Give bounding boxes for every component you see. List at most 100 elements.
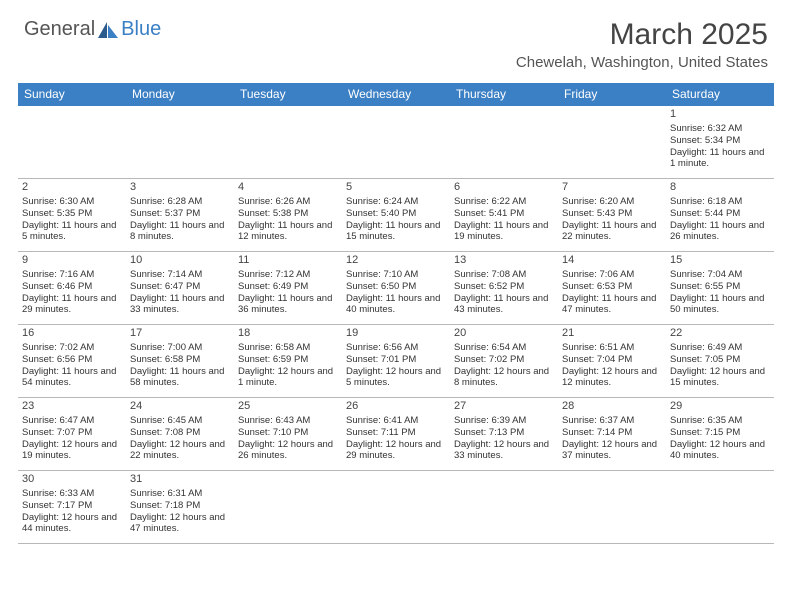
sunrise-text: Sunrise: 6:37 AM bbox=[562, 415, 662, 427]
daylight-text: Daylight: 11 hours and 29 minutes. bbox=[22, 293, 122, 317]
daylight-text: Daylight: 12 hours and 12 minutes. bbox=[562, 366, 662, 390]
empty-cell bbox=[126, 106, 234, 179]
sunrise-text: Sunrise: 6:31 AM bbox=[130, 488, 230, 500]
day-header: Wednesday bbox=[342, 83, 450, 106]
day-cell: 13Sunrise: 7:08 AMSunset: 6:52 PMDayligh… bbox=[450, 252, 558, 325]
day-number: 31 bbox=[130, 473, 230, 487]
day-number: 17 bbox=[130, 327, 230, 341]
day-cell: 27Sunrise: 6:39 AMSunset: 7:13 PMDayligh… bbox=[450, 398, 558, 471]
sunrise-text: Sunrise: 7:16 AM bbox=[22, 269, 122, 281]
sunset-text: Sunset: 6:58 PM bbox=[130, 354, 230, 366]
day-cell: 19Sunrise: 6:56 AMSunset: 7:01 PMDayligh… bbox=[342, 325, 450, 398]
sunset-text: Sunset: 7:18 PM bbox=[130, 500, 230, 512]
sunset-text: Sunset: 6:50 PM bbox=[346, 281, 446, 293]
empty-cell bbox=[666, 471, 774, 544]
sunrise-text: Sunrise: 6:22 AM bbox=[454, 196, 554, 208]
sunrise-text: Sunrise: 6:54 AM bbox=[454, 342, 554, 354]
day-number: 28 bbox=[562, 400, 662, 414]
empty-cell bbox=[450, 106, 558, 179]
sunset-text: Sunset: 5:38 PM bbox=[238, 208, 338, 220]
day-number: 12 bbox=[346, 254, 446, 268]
daylight-text: Daylight: 11 hours and 8 minutes. bbox=[130, 220, 230, 244]
daylight-text: Daylight: 12 hours and 37 minutes. bbox=[562, 439, 662, 463]
logo: General Blue bbox=[24, 18, 161, 41]
day-cell: 24Sunrise: 6:45 AMSunset: 7:08 PMDayligh… bbox=[126, 398, 234, 471]
sunrise-text: Sunrise: 6:39 AM bbox=[454, 415, 554, 427]
day-cell: 23Sunrise: 6:47 AMSunset: 7:07 PMDayligh… bbox=[18, 398, 126, 471]
day-cell: 6Sunrise: 6:22 AMSunset: 5:41 PMDaylight… bbox=[450, 179, 558, 252]
sunset-text: Sunset: 7:11 PM bbox=[346, 427, 446, 439]
title-block: March 2025 Chewelah, Washington, United … bbox=[516, 18, 768, 71]
logo-sail-icon bbox=[97, 21, 119, 39]
day-number: 5 bbox=[346, 181, 446, 195]
sunrise-text: Sunrise: 6:18 AM bbox=[670, 196, 770, 208]
day-cell: 17Sunrise: 7:00 AMSunset: 6:58 PMDayligh… bbox=[126, 325, 234, 398]
empty-cell bbox=[18, 106, 126, 179]
day-cell: 29Sunrise: 6:35 AMSunset: 7:15 PMDayligh… bbox=[666, 398, 774, 471]
day-number: 26 bbox=[346, 400, 446, 414]
calendar-week-row: 30Sunrise: 6:33 AMSunset: 7:17 PMDayligh… bbox=[18, 471, 774, 544]
sunrise-text: Sunrise: 7:00 AM bbox=[130, 342, 230, 354]
day-number: 10 bbox=[130, 254, 230, 268]
day-cell: 22Sunrise: 6:49 AMSunset: 7:05 PMDayligh… bbox=[666, 325, 774, 398]
sunset-text: Sunset: 7:14 PM bbox=[562, 427, 662, 439]
sunrise-text: Sunrise: 7:10 AM bbox=[346, 269, 446, 281]
sunset-text: Sunset: 6:55 PM bbox=[670, 281, 770, 293]
day-header: Thursday bbox=[450, 83, 558, 106]
day-number: 15 bbox=[670, 254, 770, 268]
sunrise-text: Sunrise: 6:24 AM bbox=[346, 196, 446, 208]
daylight-text: Daylight: 11 hours and 50 minutes. bbox=[670, 293, 770, 317]
calendar-week-row: 9Sunrise: 7:16 AMSunset: 6:46 PMDaylight… bbox=[18, 252, 774, 325]
day-cell: 4Sunrise: 6:26 AMSunset: 5:38 PMDaylight… bbox=[234, 179, 342, 252]
sunset-text: Sunset: 7:05 PM bbox=[670, 354, 770, 366]
sunset-text: Sunset: 7:08 PM bbox=[130, 427, 230, 439]
empty-cell bbox=[450, 471, 558, 544]
daylight-text: Daylight: 12 hours and 19 minutes. bbox=[22, 439, 122, 463]
day-cell: 9Sunrise: 7:16 AMSunset: 6:46 PMDaylight… bbox=[18, 252, 126, 325]
day-cell: 5Sunrise: 6:24 AMSunset: 5:40 PMDaylight… bbox=[342, 179, 450, 252]
sunrise-text: Sunrise: 6:20 AM bbox=[562, 196, 662, 208]
day-number: 27 bbox=[454, 400, 554, 414]
daylight-text: Daylight: 12 hours and 33 minutes. bbox=[454, 439, 554, 463]
sunrise-text: Sunrise: 6:26 AM bbox=[238, 196, 338, 208]
daylight-text: Daylight: 11 hours and 36 minutes. bbox=[238, 293, 338, 317]
day-cell: 26Sunrise: 6:41 AMSunset: 7:11 PMDayligh… bbox=[342, 398, 450, 471]
day-number: 22 bbox=[670, 327, 770, 341]
day-number: 24 bbox=[130, 400, 230, 414]
day-number: 29 bbox=[670, 400, 770, 414]
calendar-week-row: 1Sunrise: 6:32 AMSunset: 5:34 PMDaylight… bbox=[18, 106, 774, 179]
day-number: 4 bbox=[238, 181, 338, 195]
day-number: 7 bbox=[562, 181, 662, 195]
day-header-row: SundayMondayTuesdayWednesdayThursdayFrid… bbox=[18, 83, 774, 106]
sunrise-text: Sunrise: 7:12 AM bbox=[238, 269, 338, 281]
daylight-text: Daylight: 12 hours and 29 minutes. bbox=[346, 439, 446, 463]
daylight-text: Daylight: 12 hours and 5 minutes. bbox=[346, 366, 446, 390]
day-number: 18 bbox=[238, 327, 338, 341]
daylight-text: Daylight: 11 hours and 26 minutes. bbox=[670, 220, 770, 244]
sunrise-text: Sunrise: 6:45 AM bbox=[130, 415, 230, 427]
day-number: 9 bbox=[22, 254, 122, 268]
sunrise-text: Sunrise: 6:47 AM bbox=[22, 415, 122, 427]
day-number: 6 bbox=[454, 181, 554, 195]
sunset-text: Sunset: 7:04 PM bbox=[562, 354, 662, 366]
calendar-week-row: 2Sunrise: 6:30 AMSunset: 5:35 PMDaylight… bbox=[18, 179, 774, 252]
day-header: Friday bbox=[558, 83, 666, 106]
daylight-text: Daylight: 12 hours and 15 minutes. bbox=[670, 366, 770, 390]
day-cell: 16Sunrise: 7:02 AMSunset: 6:56 PMDayligh… bbox=[18, 325, 126, 398]
sunset-text: Sunset: 6:46 PM bbox=[22, 281, 122, 293]
calendar-body: 1Sunrise: 6:32 AMSunset: 5:34 PMDaylight… bbox=[18, 106, 774, 544]
sunset-text: Sunset: 5:35 PM bbox=[22, 208, 122, 220]
empty-cell bbox=[558, 471, 666, 544]
day-cell: 1Sunrise: 6:32 AMSunset: 5:34 PMDaylight… bbox=[666, 106, 774, 179]
sunset-text: Sunset: 7:01 PM bbox=[346, 354, 446, 366]
daylight-text: Daylight: 11 hours and 15 minutes. bbox=[346, 220, 446, 244]
daylight-text: Daylight: 11 hours and 22 minutes. bbox=[562, 220, 662, 244]
sunrise-text: Sunrise: 7:06 AM bbox=[562, 269, 662, 281]
sunset-text: Sunset: 6:59 PM bbox=[238, 354, 338, 366]
day-header: Sunday bbox=[18, 83, 126, 106]
sunset-text: Sunset: 7:10 PM bbox=[238, 427, 338, 439]
sunset-text: Sunset: 7:13 PM bbox=[454, 427, 554, 439]
daylight-text: Daylight: 12 hours and 8 minutes. bbox=[454, 366, 554, 390]
day-cell: 30Sunrise: 6:33 AMSunset: 7:17 PMDayligh… bbox=[18, 471, 126, 544]
sunset-text: Sunset: 6:52 PM bbox=[454, 281, 554, 293]
